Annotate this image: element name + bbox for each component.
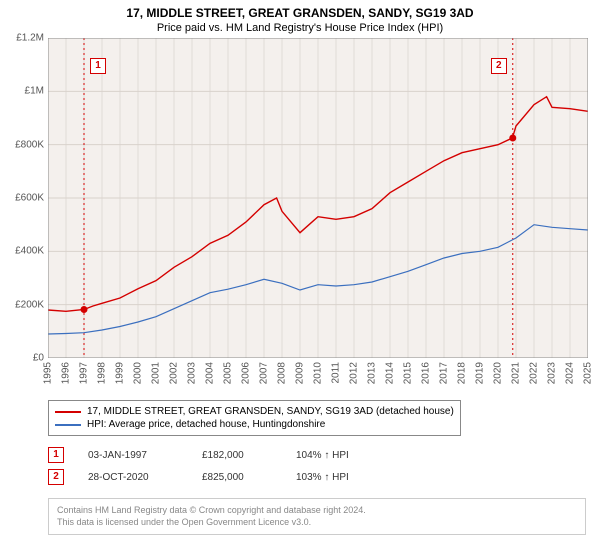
x-axis-tick: 2024 — [565, 362, 576, 384]
x-axis-tick: 2025 — [583, 362, 594, 384]
x-axis-tick: 2021 — [511, 362, 522, 384]
x-axis-tick: 2000 — [133, 362, 144, 384]
up-arrow-icon: ↑ — [324, 450, 329, 461]
y-axis-tick: £1.2M — [4, 33, 44, 44]
x-axis-tick: 1997 — [79, 362, 90, 384]
price-chart — [48, 38, 588, 358]
y-axis-tick: £400K — [4, 246, 44, 257]
x-axis-tick: 2016 — [421, 362, 432, 384]
chart-marker-2: 2 — [491, 58, 507, 74]
transactions-table: 1 03-JAN-1997 £182,000 104% ↑ HPI 2 28-OCT-20… — [48, 444, 386, 488]
x-axis-tick: 2022 — [529, 362, 540, 384]
x-axis-tick: 2018 — [457, 362, 468, 384]
x-axis-tick: 2003 — [187, 362, 198, 384]
x-axis-tick: 2013 — [367, 362, 378, 384]
x-axis-tick: 2009 — [295, 362, 306, 384]
x-axis-tick: 2023 — [547, 362, 558, 384]
x-axis-tick: 2012 — [349, 362, 360, 384]
chart-title: 17, MIDDLE STREET, GREAT GRANSDEN, SANDY… — [0, 0, 600, 20]
transaction-date: 03-JAN-1997 — [88, 450, 178, 461]
transaction-price: £182,000 — [202, 450, 272, 461]
x-axis-tick: 1999 — [115, 362, 126, 384]
footer-line-1: Contains HM Land Registry data © Crown c… — [57, 505, 577, 517]
footer-line-2: This data is licensed under the Open Gov… — [57, 517, 577, 529]
up-arrow-icon: ↑ — [324, 472, 329, 483]
transaction-date: 28-OCT-2020 — [88, 472, 178, 483]
transaction-marker: 2 — [48, 469, 64, 485]
x-axis-tick: 1996 — [61, 362, 72, 384]
y-axis-tick: £600K — [4, 193, 44, 204]
x-axis-tick: 2006 — [241, 362, 252, 384]
x-axis-tick: 1998 — [97, 362, 108, 384]
legend-swatch — [55, 411, 81, 413]
x-axis-tick: 2017 — [439, 362, 450, 384]
x-axis-tick: 2020 — [493, 362, 504, 384]
legend-row: HPI: Average price, detached house, Hunt… — [55, 418, 454, 431]
legend-label: HPI: Average price, detached house, Hunt… — [87, 419, 325, 430]
footer-attribution: Contains HM Land Registry data © Crown c… — [48, 498, 586, 535]
legend: 17, MIDDLE STREET, GREAT GRANSDEN, SANDY… — [48, 400, 461, 436]
x-axis-tick: 2004 — [205, 362, 216, 384]
y-axis-tick: £800K — [4, 139, 44, 150]
transaction-pct: 104% ↑ HPI — [296, 450, 386, 461]
x-axis-tick: 2014 — [385, 362, 396, 384]
x-axis-tick: 2010 — [313, 362, 324, 384]
x-axis-tick: 2005 — [223, 362, 234, 384]
transaction-row: 1 03-JAN-1997 £182,000 104% ↑ HPI — [48, 444, 386, 466]
chart-wrap: £0£200K£400K£600K£800K£1M£1.2M 199519961… — [0, 38, 600, 398]
transaction-price: £825,000 — [202, 472, 272, 483]
x-axis-tick: 1995 — [43, 362, 54, 384]
transaction-row: 2 28-OCT-2020 £825,000 103% ↑ HPI — [48, 466, 386, 488]
transaction-pct: 103% ↑ HPI — [296, 472, 386, 483]
legend-label: 17, MIDDLE STREET, GREAT GRANSDEN, SANDY… — [87, 406, 454, 417]
chart-marker-1: 1 — [90, 58, 106, 74]
x-axis-tick: 2011 — [331, 362, 342, 384]
y-axis-tick: £1M — [4, 86, 44, 97]
legend-swatch — [55, 424, 81, 426]
x-axis-tick: 2001 — [151, 362, 162, 384]
legend-row: 17, MIDDLE STREET, GREAT GRANSDEN, SANDY… — [55, 405, 454, 418]
x-axis-tick: 2007 — [259, 362, 270, 384]
chart-subtitle: Price paid vs. HM Land Registry's House … — [0, 20, 600, 38]
y-axis-tick: £0 — [4, 353, 44, 364]
x-axis-tick: 2015 — [403, 362, 414, 384]
x-axis-tick: 2019 — [475, 362, 486, 384]
x-axis-tick: 2002 — [169, 362, 180, 384]
transaction-marker: 1 — [48, 447, 64, 463]
x-axis-tick: 2008 — [277, 362, 288, 384]
y-axis-tick: £200K — [4, 299, 44, 310]
